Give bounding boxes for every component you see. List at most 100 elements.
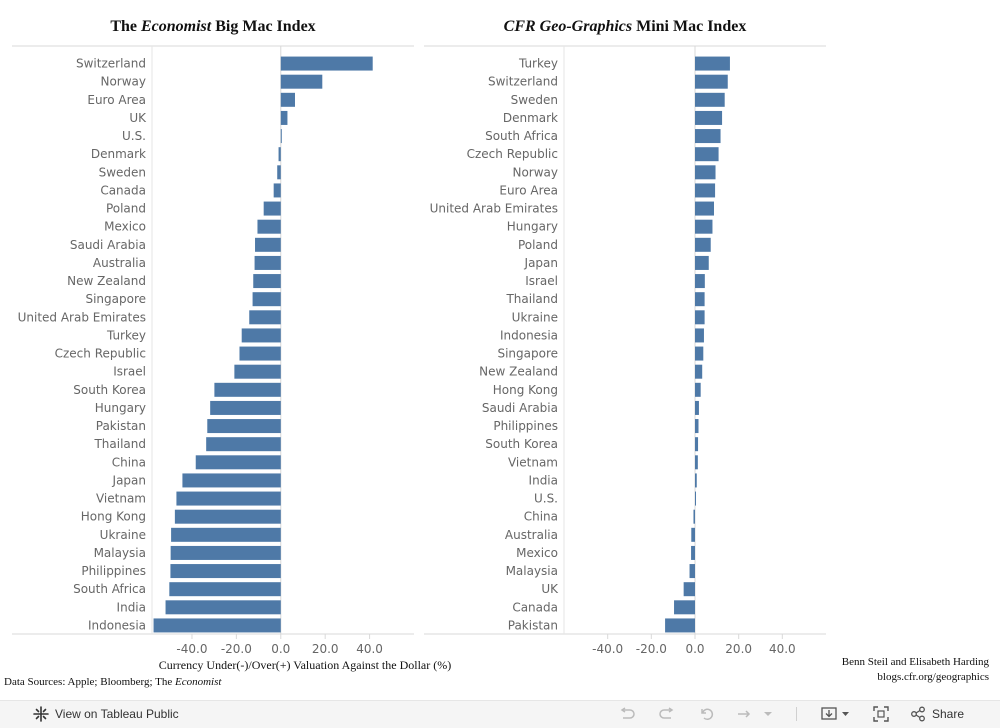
category-label: India: [529, 473, 558, 487]
x-tick-label: 0.0: [685, 642, 704, 656]
redo-icon[interactable]: [658, 706, 676, 722]
share-label: Share: [932, 707, 965, 721]
bar: [695, 165, 716, 180]
x-tick-label: 20.0: [725, 642, 752, 656]
category-label: New Zealand: [67, 274, 146, 288]
undo-icon[interactable]: [618, 706, 636, 722]
category-label: Mexico: [516, 546, 558, 560]
category-label: Sweden: [99, 165, 146, 179]
bar: [689, 564, 695, 579]
credit-line-2[interactable]: blogs.cfr.org/geographics: [877, 671, 989, 683]
bar: [695, 274, 705, 289]
bar: [176, 491, 281, 506]
view-on-tableau-button[interactable]: View on Tableau Public: [33, 706, 179, 722]
bar: [695, 437, 699, 452]
bar: [210, 400, 281, 415]
bar: [695, 400, 699, 415]
bar: [170, 564, 281, 579]
category-label: Turkey: [106, 328, 146, 342]
pause-dropdown-icon[interactable]: [762, 706, 774, 722]
category-label: Saudi Arabia: [70, 238, 146, 252]
bar: [695, 382, 701, 397]
category-label: Ukraine: [100, 528, 146, 542]
fullscreen-icon[interactable]: [872, 706, 890, 722]
category-label: Australia: [93, 256, 146, 270]
bar: [665, 618, 695, 633]
bar: [254, 255, 281, 270]
category-label: China: [112, 455, 146, 469]
bar: [207, 419, 281, 434]
category-label: Czech Republic: [467, 147, 558, 161]
x-tick-label: -40.0: [176, 642, 207, 656]
category-label: Ukraine: [512, 310, 558, 324]
bar: [695, 455, 698, 470]
x-tick-label: -20.0: [636, 642, 667, 656]
footer-separator: [796, 707, 797, 721]
category-label: Thailand: [93, 437, 146, 451]
bar: [695, 56, 730, 71]
bar: [695, 183, 716, 198]
x-axis-label: Currency Under(-)/Over(+) Valuation Agai…: [158, 658, 452, 672]
left-chart-title: The Economist Big Mac Index: [110, 18, 316, 35]
category-label: Singapore: [497, 347, 558, 361]
credit-line-1: Benn Steil and Elisabeth Harding: [841, 656, 989, 668]
category-label: Hong Kong: [493, 383, 558, 397]
category-label: Singapore: [85, 292, 146, 306]
category-label: U.S.: [534, 492, 558, 506]
category-label: South Africa: [73, 582, 146, 596]
bar: [695, 110, 723, 125]
category-label: Indonesia: [88, 618, 146, 632]
bar: [170, 545, 281, 560]
category-label: Denmark: [503, 111, 558, 125]
bar: [695, 237, 711, 252]
category-label: Indonesia: [500, 328, 558, 342]
bar: [277, 165, 281, 180]
category-label: Mexico: [104, 220, 146, 234]
bar: [695, 74, 728, 89]
category-label: South Korea: [73, 383, 146, 397]
bar: [683, 582, 695, 597]
category-label: Philippines: [493, 419, 558, 433]
bar: [257, 219, 281, 234]
category-label: Saudi Arabia: [482, 401, 558, 415]
category-label: Euro Area: [87, 93, 146, 107]
category-label: New Zealand: [479, 365, 558, 379]
bar: [214, 382, 281, 397]
bar: [693, 509, 695, 524]
share-button[interactable]: Share: [910, 706, 964, 722]
category-label: United Arab Emirates: [430, 202, 558, 216]
bar: [695, 346, 704, 361]
bar: [153, 618, 281, 633]
bar: [695, 147, 719, 162]
bar: [278, 147, 281, 162]
category-label: Hungary: [95, 401, 146, 415]
x-tick-label: 20.0: [312, 642, 339, 656]
category-label: Japan: [524, 256, 558, 270]
category-label: Poland: [106, 202, 146, 216]
category-label: U.S.: [122, 129, 146, 143]
view-on-tableau-label: View on Tableau Public: [55, 707, 179, 721]
tableau-logo-icon: [33, 706, 49, 722]
category-label: Poland: [518, 238, 558, 252]
category-label: Israel: [113, 365, 146, 379]
bar: [280, 110, 288, 125]
category-label: Hong Kong: [81, 510, 146, 524]
bar: [169, 582, 281, 597]
bar: [695, 255, 709, 270]
data-sources: Data Sources: Apple; Bloomberg; The Econ…: [4, 676, 222, 688]
x-tick-label: 40.0: [356, 642, 383, 656]
category-label: South Korea: [485, 437, 558, 451]
bar: [695, 364, 703, 379]
category-label: Philippines: [81, 564, 146, 578]
category-label: Canada: [512, 600, 558, 614]
category-label: Sweden: [511, 93, 558, 107]
revert-icon[interactable]: [698, 706, 716, 722]
x-tick-label: -20.0: [221, 642, 252, 656]
bar: [253, 274, 281, 289]
bar: [174, 509, 281, 524]
tableau-footer: View on Tableau Public Share: [0, 700, 1000, 728]
refresh-icon[interactable]: [735, 706, 753, 722]
bar: [695, 310, 705, 325]
download-icon[interactable]: [820, 706, 852, 722]
bar: [691, 545, 695, 560]
